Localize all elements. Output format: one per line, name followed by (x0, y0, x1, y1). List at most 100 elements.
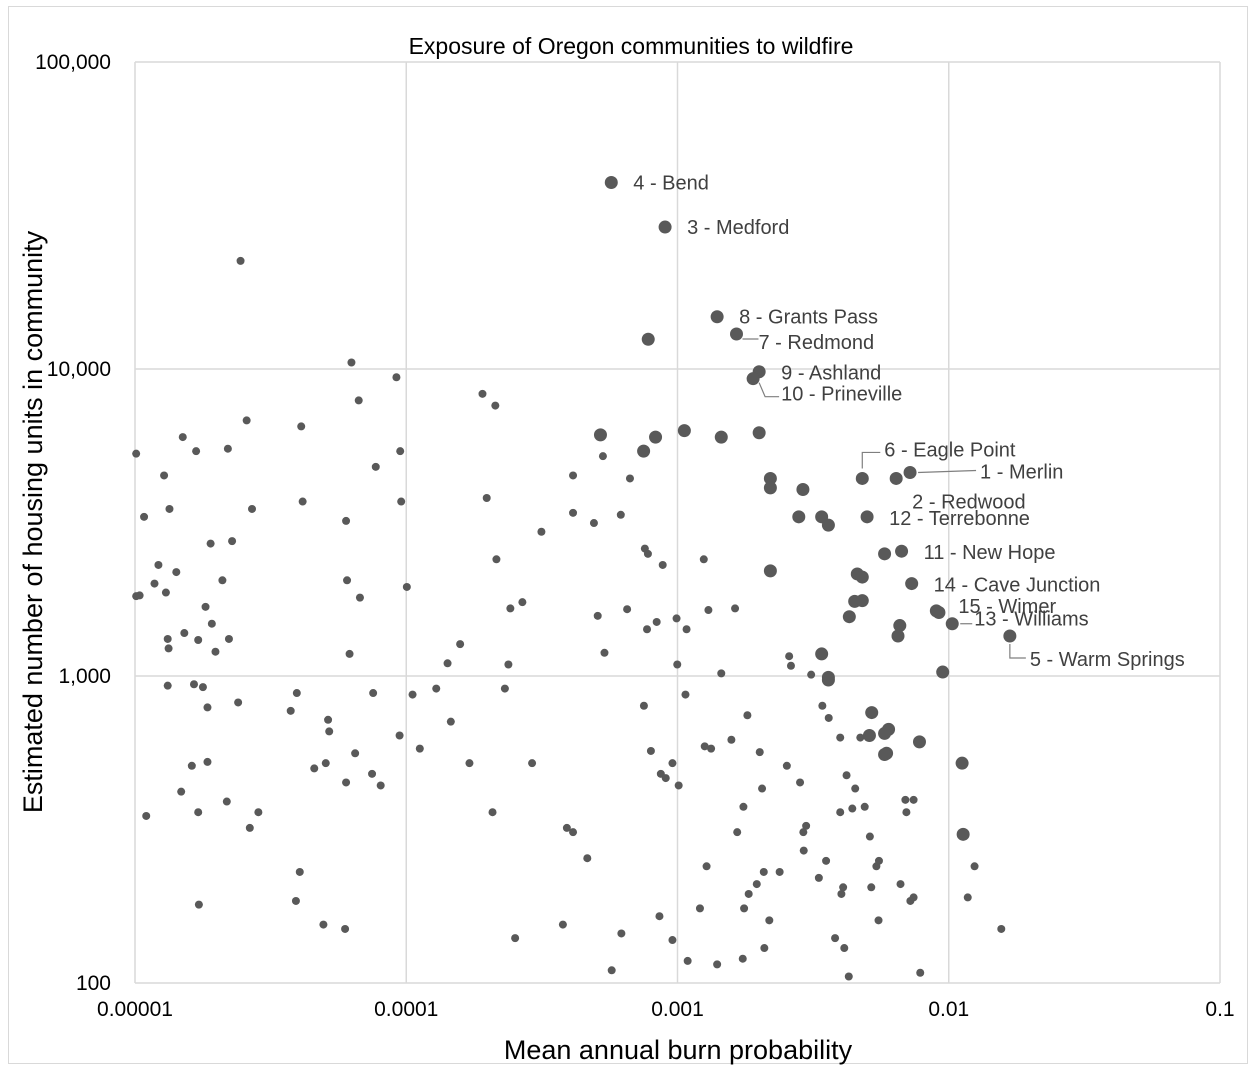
small-community-point (799, 846, 808, 855)
community-point (891, 629, 905, 643)
point-label: 14 - Cave Junction (934, 575, 1101, 597)
small-community-point (342, 516, 351, 525)
small-community-point (224, 634, 233, 643)
small-community-point (345, 649, 354, 658)
small-community-point (207, 619, 216, 628)
small-community-point (245, 823, 254, 832)
small-community-point (796, 778, 805, 787)
small-community-point (506, 604, 515, 613)
small-community-point (839, 883, 848, 892)
labeled-community-point (860, 510, 874, 524)
small-community-point (655, 912, 664, 921)
small-community-point (194, 808, 203, 817)
small-community-point (368, 769, 377, 778)
x-tick-label: 0.0001 (374, 998, 438, 1021)
small-community-point (681, 690, 690, 699)
small-community-point (759, 867, 768, 876)
labeled-community-point (929, 604, 943, 618)
small-community-point (765, 916, 774, 925)
small-community-point (351, 749, 360, 758)
community-point (878, 748, 892, 762)
label-leader-line (1009, 643, 1026, 659)
small-community-point (142, 811, 151, 820)
small-community-point (782, 761, 791, 770)
labeled-community-point (729, 327, 743, 341)
small-community-point (738, 954, 747, 963)
small-community-point (177, 787, 186, 796)
small-community-point (616, 510, 625, 519)
small-community-point (194, 900, 203, 909)
small-community-point (203, 757, 212, 766)
small-community-point (625, 474, 634, 483)
small-community-point (392, 373, 401, 382)
small-community-point (160, 471, 169, 480)
small-community-point (569, 508, 578, 517)
small-community-point (254, 808, 263, 817)
small-community-point (814, 873, 823, 882)
small-community-point (465, 759, 474, 768)
small-community-point (860, 802, 869, 811)
small-community-point (713, 960, 722, 969)
small-community-point (292, 689, 301, 698)
small-community-point (837, 889, 846, 898)
point-label: 2 - Redwood (912, 491, 1025, 513)
small-community-point (652, 617, 661, 626)
labeled-community-point (903, 466, 917, 480)
small-community-point (178, 433, 187, 442)
small-community-point (717, 669, 726, 678)
chart-title: Exposure of Oregon communities to wildfi… (409, 33, 854, 59)
small-community-point (408, 690, 417, 699)
small-community-point (589, 519, 598, 528)
labeled-community-point (889, 471, 903, 485)
small-community-point (842, 771, 851, 780)
small-community-point (733, 828, 742, 837)
community-point (763, 564, 777, 578)
labeled-community-point (604, 176, 618, 190)
community-point (936, 665, 950, 679)
small-community-point (443, 659, 452, 668)
y-axis-title: Estimated number of housing units in com… (18, 230, 48, 813)
small-community-point (355, 593, 364, 602)
small-community-point (593, 611, 602, 620)
small-community-point (172, 568, 181, 577)
labeled-community-point (710, 310, 724, 324)
small-community-point (617, 929, 626, 938)
small-community-point (840, 944, 849, 953)
small-community-point (672, 614, 681, 623)
community-point (855, 594, 869, 608)
community-point (878, 726, 892, 740)
community-point (821, 673, 835, 687)
labeled-community-point (895, 544, 909, 558)
small-community-point (909, 795, 918, 804)
small-community-point (874, 856, 883, 865)
small-community-point (132, 449, 141, 458)
small-community-point (707, 744, 716, 753)
small-community-point (755, 748, 764, 757)
small-community-point (164, 644, 173, 653)
chart-frame (8, 6, 1248, 1064)
small-community-point (518, 598, 527, 607)
small-community-point (785, 652, 794, 661)
small-community-point (154, 560, 163, 569)
small-community-point (482, 494, 491, 503)
small-community-point (319, 920, 328, 929)
small-community-point (807, 670, 816, 679)
small-community-point (343, 576, 352, 585)
small-community-point (324, 715, 333, 724)
small-community-point (727, 735, 736, 744)
small-community-point (874, 916, 883, 925)
community-point (912, 735, 926, 749)
small-community-point (704, 606, 713, 615)
small-community-point (286, 706, 295, 715)
small-community-point (740, 904, 749, 913)
labeled-community-point (1003, 629, 1017, 643)
small-community-point (456, 640, 465, 649)
small-community-point (321, 759, 330, 768)
small-community-point (661, 774, 670, 783)
label-leader-line (861, 451, 881, 469)
community-point (842, 610, 856, 624)
small-community-point (909, 893, 918, 902)
point-label: 15 - Wimer (958, 596, 1056, 618)
small-community-point (668, 936, 677, 945)
